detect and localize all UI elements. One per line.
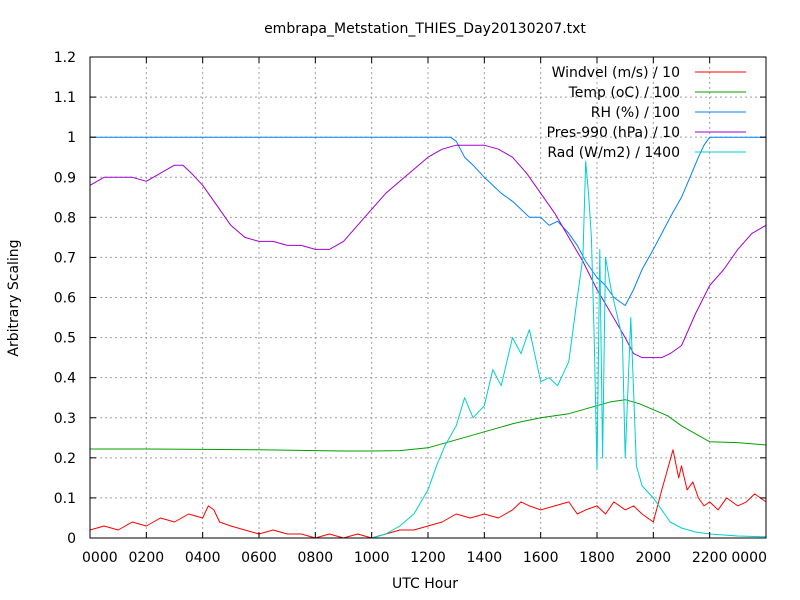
y-tick-label: 0.8 xyxy=(54,210,76,226)
y-tick-label: 0.1 xyxy=(54,491,76,507)
y-tick-label: 0.4 xyxy=(54,371,76,387)
x-tick-label: 0800 xyxy=(298,550,334,566)
y-tick-label: 0 xyxy=(67,531,76,547)
x-tick-label: 2000 xyxy=(636,550,672,566)
x-tick-label: 2200 xyxy=(692,550,728,566)
x-tick-label: 0000 xyxy=(731,550,767,566)
y-tick-label: 1 xyxy=(67,130,76,146)
x-tick-label: 1600 xyxy=(523,550,559,566)
x-tick-label: 0000 xyxy=(82,550,118,566)
legend-label: Rad (W/m2) / 1400 xyxy=(547,145,680,161)
y-tick-label: 0.9 xyxy=(54,170,76,186)
x-tick-label: 1200 xyxy=(410,550,446,566)
y-tick-label: 0.6 xyxy=(54,291,76,307)
series-line xyxy=(89,144,767,359)
y-tick-label: 1.2 xyxy=(54,50,76,66)
legend-label: RH (%) / 100 xyxy=(591,105,680,121)
series-line xyxy=(90,136,766,306)
legend-label: Windvel (m/s) / 10 xyxy=(552,65,680,81)
series-line xyxy=(89,449,767,539)
y-tick-label: 1.1 xyxy=(54,90,76,106)
x-axis-label: UTC Hour xyxy=(392,576,458,592)
series-line xyxy=(90,160,767,539)
y-tick-label: 0.7 xyxy=(54,250,76,266)
x-tick-label: 0200 xyxy=(129,550,165,566)
x-tick-label: 0400 xyxy=(185,550,221,566)
x-tick-label: 0600 xyxy=(241,550,277,566)
series-lines xyxy=(89,136,767,539)
series-line xyxy=(90,399,767,452)
legend-label: Temp (oC) / 100 xyxy=(568,85,680,101)
y-tick-label: 0.3 xyxy=(54,411,76,427)
x-tick-label: 1000 xyxy=(354,550,390,566)
y-tick-label: 0.5 xyxy=(54,331,76,347)
y-tick-label: 0.2 xyxy=(54,451,76,467)
axes: 0 0.1 0.2 0.3 0.4 0.5 0.6 0.7 0.8 0.9 1 1.1 1.2 0000 0… xyxy=(54,50,767,566)
y-axis-label: Arbitrary Scaling xyxy=(6,239,22,356)
x-tick-label: 1400 xyxy=(467,550,503,566)
legend-label: Pres-990 (hPa) / 10 xyxy=(547,125,680,141)
chart-title: embrapa_Metstation_THIES_Day20130207.txt xyxy=(264,21,586,37)
legend: Windvel (m/s) / 10 Temp (oC) / 100 RH (%) … xyxy=(547,65,746,161)
x-tick-label: 1800 xyxy=(579,550,615,566)
